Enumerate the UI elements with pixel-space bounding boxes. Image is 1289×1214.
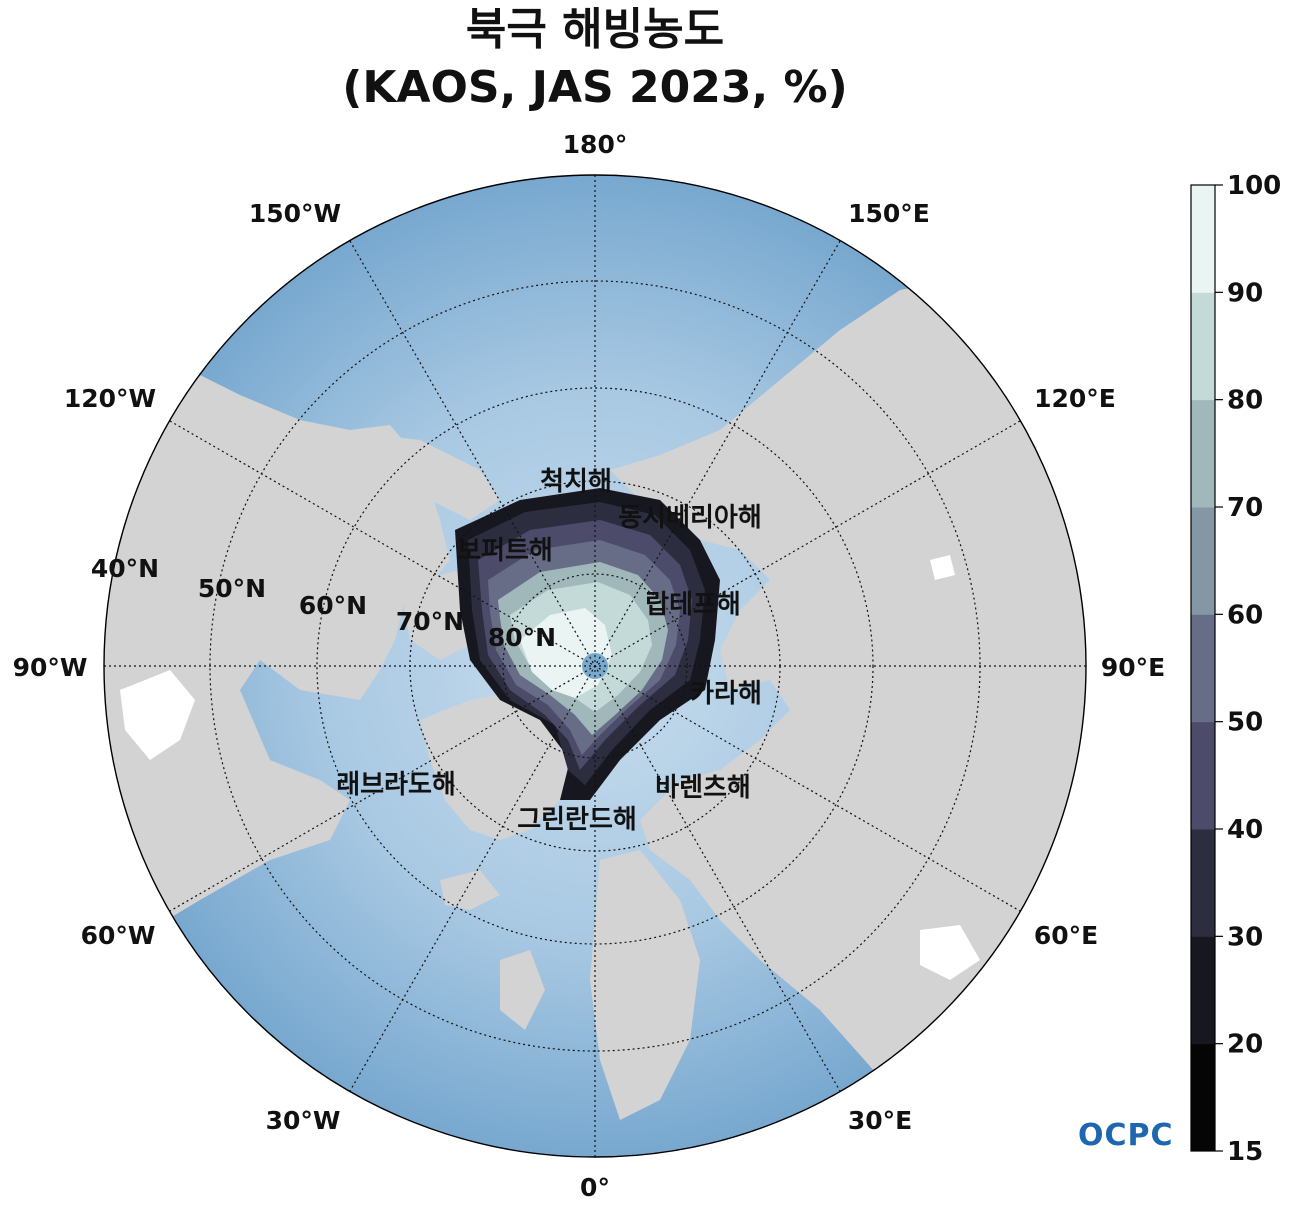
land-iceland — [440, 870, 500, 910]
land-north-america — [104, 360, 450, 960]
sea-label-chukchi: 척치해 — [540, 467, 612, 497]
colorbar-swatch — [1191, 507, 1215, 615]
lake-small-1 — [930, 555, 955, 580]
ocpc-logo: OCPC — [1078, 1118, 1174, 1153]
colorbar-ticks: 15 20 30 40 50 60 70 80 90 100 — [1215, 171, 1281, 1167]
lat-label-40n: 40°N — [91, 554, 159, 583]
lon-label-120e: 120°E — [1034, 384, 1116, 413]
colorbar-tick-label: 60 — [1227, 600, 1263, 630]
colorbar: 15 20 30 40 50 60 70 80 90 100 — [1190, 171, 1281, 1167]
lon-label-120w: 120°W — [64, 384, 156, 413]
sea-label-labrador: 래브라도해 — [336, 770, 456, 800]
lon-label-150w: 150°W — [249, 199, 341, 228]
lon-label-60e: 60°E — [1034, 921, 1098, 950]
sea-label-laptev: 랍테프해 — [645, 590, 741, 620]
lat-label-80n: 80°N — [488, 623, 556, 652]
map-boundary — [103, 174, 1087, 1158]
colorbar-swatch — [1191, 614, 1215, 723]
land-alaska — [180, 400, 500, 520]
parallel-60n — [316, 387, 874, 945]
lake-hudson — [120, 670, 195, 760]
sea-label-kara: 카라해 — [690, 679, 762, 709]
colorbar-tick-label: 15 — [1227, 1137, 1263, 1167]
meridians — [104, 175, 1086, 1157]
land-masses — [104, 280, 1086, 1120]
colorbar-swatches — [1191, 185, 1215, 1152]
colorbar-tick-label: 70 — [1227, 493, 1263, 523]
land-scandinavia — [590, 850, 700, 1120]
meridian-labels: 180° 150°E 120°E 90°E 60°E 30°E 0° 30°W … — [13, 130, 1166, 1202]
lon-label-60w: 60°W — [81, 921, 156, 950]
sea-label-east-siberian: 동시베리아해 — [618, 503, 762, 533]
lon-label-90e: 90°E — [1101, 653, 1165, 682]
colorbar-swatch — [1191, 399, 1215, 508]
lon-label-30e: 30°E — [848, 1106, 912, 1135]
colorbar-tick-label: 40 — [1227, 815, 1263, 845]
lat-label-70n: 70°N — [396, 607, 464, 636]
colorbar-swatch — [1191, 721, 1215, 830]
colorbar-swatch — [1191, 1043, 1215, 1152]
colorbar-swatch — [1191, 936, 1215, 1045]
lat-label-60n: 60°N — [299, 591, 367, 620]
lon-label-90w: 90°W — [13, 653, 88, 682]
map-disk — [104, 175, 1086, 1157]
lakes — [120, 555, 980, 980]
lon-label-0: 0° — [580, 1173, 610, 1202]
sea-label-beaufort: 보퍼트해 — [457, 536, 553, 566]
colorbar-frame — [1190, 184, 1216, 1152]
colorbar-tick-label: 100 — [1227, 171, 1281, 201]
colorbar-tick-label: 50 — [1227, 708, 1263, 738]
colorbar-swatch — [1191, 292, 1215, 401]
map-title-line2: (KAOS, JAS 2023, %) — [342, 62, 848, 113]
map-title-line1: 북극 해빙농도 — [465, 4, 725, 55]
lon-label-30w: 30°W — [266, 1106, 341, 1135]
land-uk — [500, 950, 545, 1030]
colorbar-tick-label: 90 — [1227, 278, 1263, 308]
colorbar-swatch — [1191, 185, 1215, 293]
lon-label-150e: 150°E — [848, 199, 930, 228]
land-eurasia — [610, 280, 1086, 1100]
lat-label-50n: 50°N — [198, 574, 266, 603]
colorbar-tick-label: 30 — [1227, 922, 1263, 952]
parallel-80n — [502, 573, 688, 759]
lon-label-180: 180° — [563, 130, 628, 159]
lake-caspian — [920, 925, 980, 980]
sea-labels: 척치해 동시베리아해 보퍼트해 랍테프해 카라해 래브라도해 바렌츠해 그린란드… — [336, 467, 762, 835]
sea-label-greenland: 그린란드해 — [517, 805, 637, 835]
sea-label-barents: 바렌츠해 — [655, 773, 751, 803]
colorbar-tick-label: 80 — [1227, 386, 1263, 416]
parallel-labels: 40°N 50°N 60°N 70°N 80°N — [91, 554, 556, 652]
colorbar-tick-label: 20 — [1227, 1030, 1263, 1060]
colorbar-swatch — [1191, 829, 1215, 937]
land-greenland — [420, 690, 575, 840]
